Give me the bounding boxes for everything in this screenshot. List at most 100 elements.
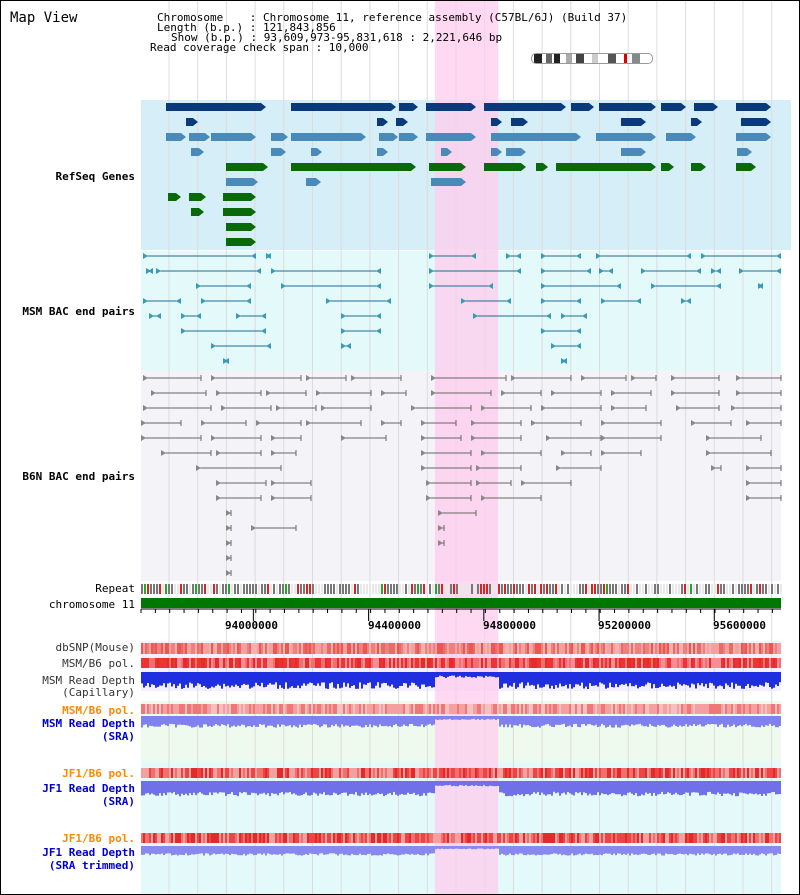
msm-pol-mark	[355, 658, 357, 668]
msm-depth-sra-bar	[693, 716, 695, 725]
jf1-depth-trim-bar	[549, 846, 551, 855]
jf1-pol2-mark	[661, 833, 663, 843]
dbsnp-mark	[419, 643, 421, 654]
repeat-mark	[528, 584, 530, 594]
msm-pol-sra-mark	[719, 704, 721, 714]
jf1-pol-mark	[545, 768, 547, 778]
dbsnp-mark	[653, 643, 655, 654]
msm-depth-cap-bar	[205, 672, 207, 688]
jf1-pol-mark	[323, 768, 325, 778]
msm-pol-sra-mark	[397, 704, 399, 714]
jf1-depth-trim-bar	[525, 846, 527, 856]
repeat-mark	[423, 584, 425, 594]
jf1-pol2-mark	[777, 833, 779, 843]
jf1-pol-mark	[169, 768, 171, 778]
msm-depth-sra-bar	[673, 716, 675, 725]
jf1-pol-mark	[705, 768, 707, 778]
msm-depth-sra-bar	[441, 716, 443, 720]
jf1-pol-mark	[599, 768, 601, 778]
msm-pol-mark	[369, 658, 371, 668]
msm-pol-mark	[309, 658, 311, 668]
jf1-pol-mark	[509, 768, 511, 778]
msm-depth-sra-bar	[289, 716, 291, 726]
msm-depth-cap-bar	[473, 672, 475, 678]
jf1-depth-trim-bar	[629, 846, 631, 856]
dbsnp-mark	[531, 643, 533, 654]
repeat-mark	[306, 584, 308, 594]
msm-pol-sra-mark	[529, 704, 531, 714]
jf1-pol2-mark	[767, 833, 769, 843]
dbsnp-mark	[733, 643, 735, 654]
msm-pol-sra-mark	[307, 704, 309, 714]
jf1-pol-mark	[381, 768, 383, 778]
dbsnp-mark	[709, 643, 711, 654]
msm-pol-sra-mark	[379, 704, 381, 714]
msm-pol-sra-mark	[681, 704, 683, 714]
jf1-pol-mark	[513, 768, 515, 778]
msm-depth-cap-bar	[197, 672, 199, 684]
jf1-depth-bar	[203, 781, 205, 795]
msm-pol-mark	[331, 658, 333, 668]
jf1-depth-bar	[661, 781, 663, 792]
dbsnp-mark	[249, 643, 251, 654]
jf1-depth-bar	[311, 781, 313, 795]
dbsnp-mark	[335, 643, 337, 654]
jf1-depth-bar	[233, 781, 235, 795]
jf1-pol-mark	[773, 768, 775, 778]
jf1-depth-bar	[607, 781, 609, 796]
msm-depth-sra-bar	[297, 716, 299, 728]
dbsnp-mark	[257, 643, 259, 654]
msm-bac-end	[376, 328, 381, 334]
jf1-depth-bar	[483, 781, 485, 785]
msm-pol-sra-mark	[501, 704, 503, 714]
jf1-depth-trim-bar	[155, 846, 157, 855]
msm-pol-sra-mark	[181, 704, 183, 714]
msm-depth-cap-bar	[323, 672, 325, 683]
jf1-depth-bar	[305, 781, 307, 793]
repeat-mark	[453, 584, 455, 594]
dbsnp-mark	[355, 643, 357, 654]
msm-pol-sra-mark	[643, 704, 645, 714]
repeat-mark	[723, 584, 725, 594]
msm-pol-sra-mark	[579, 704, 581, 714]
msm-pol-sra-mark	[617, 704, 619, 714]
msm-depth-cap-bar	[471, 672, 473, 678]
b6n-bac-end	[411, 405, 416, 411]
msm-pol-sra-mark	[775, 704, 777, 714]
jf1-pol2-mark	[609, 833, 611, 843]
jf1-pol2-mark	[257, 833, 259, 843]
msm-depth-sra-bar	[657, 716, 659, 725]
jf1-depth-trim-bar	[767, 846, 769, 854]
msm-pol-sra-mark	[425, 704, 427, 714]
jf1-pol-mark	[377, 768, 379, 778]
msm-pol-mark	[233, 658, 235, 668]
msm-depth-sra-bar	[425, 716, 427, 726]
jf1-pol2-mark	[605, 833, 607, 843]
jf1-depth-trim-bar	[745, 846, 747, 854]
msm-pol-sra-mark	[569, 704, 571, 714]
repeat-mark	[738, 584, 740, 594]
msm-depth-cap-bar	[147, 672, 149, 684]
jf1-depth-trim-bar	[417, 846, 419, 854]
dbsnp-mark	[545, 643, 547, 654]
msm-depth-sra-bar	[143, 716, 145, 725]
msm-pol-mark	[269, 658, 271, 668]
jf1-depth-trim-bar	[445, 846, 447, 849]
jf1-depth-trim-bar	[741, 846, 743, 855]
refseq-gene-arrow	[361, 133, 366, 141]
b6n-bac-end	[481, 450, 486, 456]
msm-pol-mark	[335, 658, 337, 668]
jf1-pol2-mark	[559, 833, 561, 843]
dbsnp-mark	[297, 643, 299, 654]
msm-pol-sra-mark	[187, 704, 189, 714]
chromosome-ideogram[interactable]	[531, 53, 653, 64]
jf1-pol-mark	[435, 768, 437, 778]
msm-pol-sra-mark	[765, 704, 767, 714]
dbsnp-mark	[319, 643, 321, 654]
msm-bac-end	[196, 283, 201, 289]
msm-depth-sra-bar	[363, 716, 365, 728]
msm-depth-cap-bar	[731, 672, 733, 683]
msm-depth-sra-bar	[607, 716, 609, 727]
jf1-depth-bar	[177, 781, 179, 795]
